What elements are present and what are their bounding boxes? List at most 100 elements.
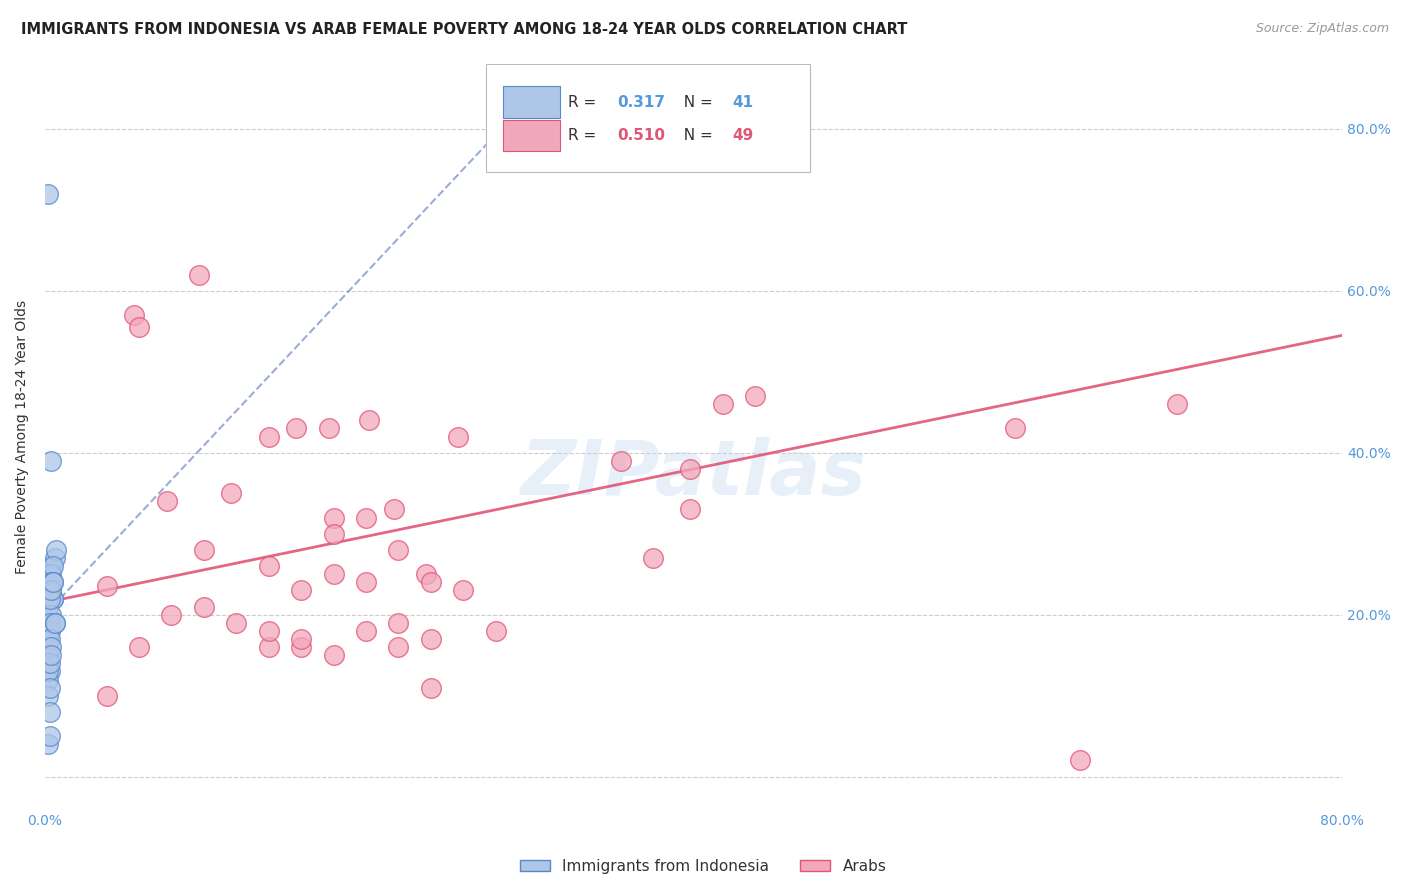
Point xyxy=(41,640,63,654)
Point xyxy=(96,689,118,703)
Point xyxy=(41,607,63,622)
Point xyxy=(257,429,280,443)
Point xyxy=(41,583,63,598)
Point xyxy=(44,615,66,630)
Point xyxy=(322,648,344,663)
Point xyxy=(37,673,59,687)
Point xyxy=(37,186,59,201)
FancyBboxPatch shape xyxy=(486,64,810,172)
Point xyxy=(37,665,59,679)
Point xyxy=(257,640,280,654)
Point xyxy=(711,397,734,411)
Point xyxy=(38,567,60,582)
Text: Source: ZipAtlas.com: Source: ZipAtlas.com xyxy=(1256,22,1389,36)
Text: 41: 41 xyxy=(733,95,754,110)
Point xyxy=(38,657,60,671)
Point xyxy=(38,615,60,630)
Point xyxy=(122,308,145,322)
Point xyxy=(322,567,344,582)
Point xyxy=(744,389,766,403)
Point xyxy=(188,268,211,282)
Point xyxy=(221,486,243,500)
Point xyxy=(359,413,381,427)
Point xyxy=(42,559,65,574)
Text: 0.510: 0.510 xyxy=(617,128,665,143)
Text: R =: R = xyxy=(568,128,600,143)
Point xyxy=(37,575,59,590)
Point xyxy=(419,632,441,646)
Point xyxy=(38,591,60,606)
Point xyxy=(415,567,437,582)
Point xyxy=(41,575,63,590)
Point xyxy=(679,462,702,476)
Point xyxy=(41,648,63,663)
Point xyxy=(1166,397,1188,411)
Point xyxy=(37,737,59,751)
Point xyxy=(38,729,60,743)
Point xyxy=(37,648,59,663)
Point xyxy=(257,559,280,574)
Point xyxy=(37,632,59,646)
Point xyxy=(38,681,60,695)
Point xyxy=(354,510,377,524)
Point xyxy=(38,624,60,638)
Text: IMMIGRANTS FROM INDONESIA VS ARAB FEMALE POVERTY AMONG 18-24 YEAR OLDS CORRELATI: IMMIGRANTS FROM INDONESIA VS ARAB FEMALE… xyxy=(21,22,907,37)
Point xyxy=(679,502,702,516)
Point xyxy=(42,591,65,606)
Point xyxy=(37,640,59,654)
Point xyxy=(225,615,247,630)
Point xyxy=(128,640,150,654)
Point xyxy=(419,681,441,695)
Text: N =: N = xyxy=(673,128,718,143)
Point xyxy=(193,543,215,558)
FancyBboxPatch shape xyxy=(503,120,560,152)
Point xyxy=(44,615,66,630)
Point xyxy=(354,575,377,590)
Y-axis label: Female Poverty Among 18-24 Year Olds: Female Poverty Among 18-24 Year Olds xyxy=(15,300,30,574)
Point xyxy=(1004,421,1026,435)
Point xyxy=(387,615,409,630)
Point xyxy=(42,575,65,590)
Point xyxy=(38,632,60,646)
Point xyxy=(38,665,60,679)
Point xyxy=(290,640,312,654)
Point xyxy=(37,657,59,671)
Point xyxy=(382,502,405,516)
Point xyxy=(290,583,312,598)
Point xyxy=(41,559,63,574)
Text: ZIPatlas: ZIPatlas xyxy=(520,437,866,511)
Point xyxy=(128,320,150,334)
Point xyxy=(609,454,631,468)
Point xyxy=(193,599,215,614)
Point xyxy=(354,624,377,638)
Point xyxy=(322,526,344,541)
Point xyxy=(322,510,344,524)
Point xyxy=(257,624,280,638)
Point xyxy=(38,583,60,598)
Point xyxy=(285,421,308,435)
Text: R =: R = xyxy=(568,95,600,110)
Point xyxy=(641,551,664,566)
Legend: Immigrants from Indonesia, Arabs: Immigrants from Indonesia, Arabs xyxy=(513,853,893,880)
Point xyxy=(387,640,409,654)
Point xyxy=(41,567,63,582)
Point xyxy=(1069,754,1091,768)
Point xyxy=(42,591,65,606)
Text: 49: 49 xyxy=(733,128,754,143)
Point xyxy=(419,575,441,590)
Point xyxy=(38,567,60,582)
Text: N =: N = xyxy=(673,95,718,110)
Point xyxy=(45,543,67,558)
Text: 0.317: 0.317 xyxy=(617,95,665,110)
Point xyxy=(44,551,66,566)
Point xyxy=(160,607,183,622)
Point xyxy=(41,583,63,598)
Point xyxy=(96,579,118,593)
FancyBboxPatch shape xyxy=(503,87,560,118)
Point xyxy=(42,575,65,590)
Point xyxy=(318,421,340,435)
Point xyxy=(447,429,470,443)
Point xyxy=(485,624,508,638)
Point xyxy=(387,543,409,558)
Point xyxy=(290,632,312,646)
